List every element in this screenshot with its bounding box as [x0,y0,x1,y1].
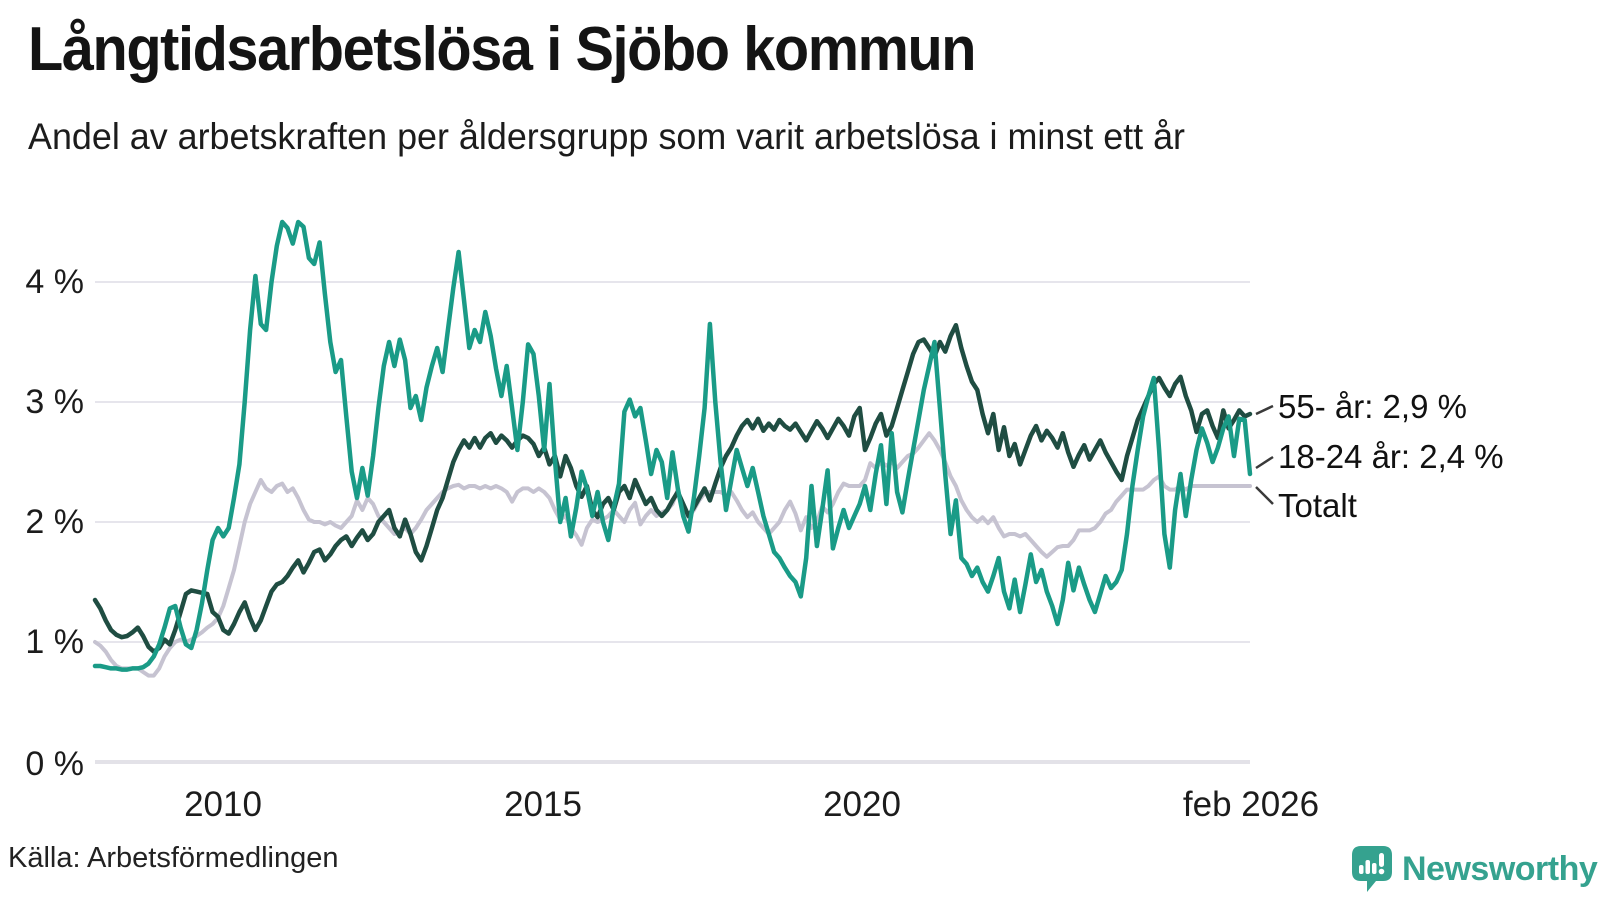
connector-55-ar [1255,404,1274,416]
x-tick-feb-2026: feb 2026 [1182,785,1320,824]
source-note: Källa: Arbetsförmedlingen [8,842,339,874]
end-label-18-24-ar: 18-24 år: 2,4 % [1278,438,1504,475]
series-line-55-ar [92,322,1253,654]
newsworthy-brand: Newsworthy [1352,846,1598,892]
y-tick-2pct: 2 % [25,503,84,541]
connector-totalt [1255,486,1274,505]
page-subtitle: Andel av arbetskraften per åldersgrupp s… [28,116,1185,157]
series-line-18-24-ar [92,219,1253,672]
newsworthy-logo-text: Newsworthy [1402,849,1598,888]
end-label-55-ar: 55- år: 2,9 % [1278,388,1467,425]
series-lines [92,219,1253,678]
x-tick-2020: 2020 [823,785,901,824]
y-tick-0pct: 0 % [25,745,84,783]
x-tick-2010: 2010 [184,785,262,824]
y-tick-4pct: 4 % [25,263,84,301]
end-label-totalt: Totalt [1278,487,1357,524]
y-tick-1pct: 1 % [25,623,84,661]
page-title: Långtidsarbetslösa i Sjöbo kommun [28,15,977,84]
y-tick-3pct: 3 % [25,383,84,421]
connector-18-24-ar [1255,455,1274,470]
x-tick-2015: 2015 [504,785,582,824]
newsworthy-logo-icon [1352,846,1392,892]
